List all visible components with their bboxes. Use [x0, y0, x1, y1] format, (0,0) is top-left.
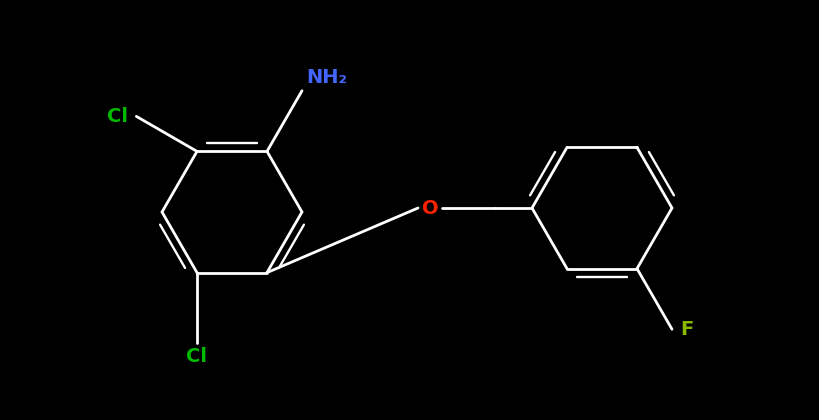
Text: F: F: [679, 320, 692, 339]
Text: O: O: [421, 199, 438, 218]
Text: Cl: Cl: [107, 107, 129, 126]
Text: Cl: Cl: [186, 346, 207, 366]
Text: NH₂: NH₂: [305, 68, 346, 87]
